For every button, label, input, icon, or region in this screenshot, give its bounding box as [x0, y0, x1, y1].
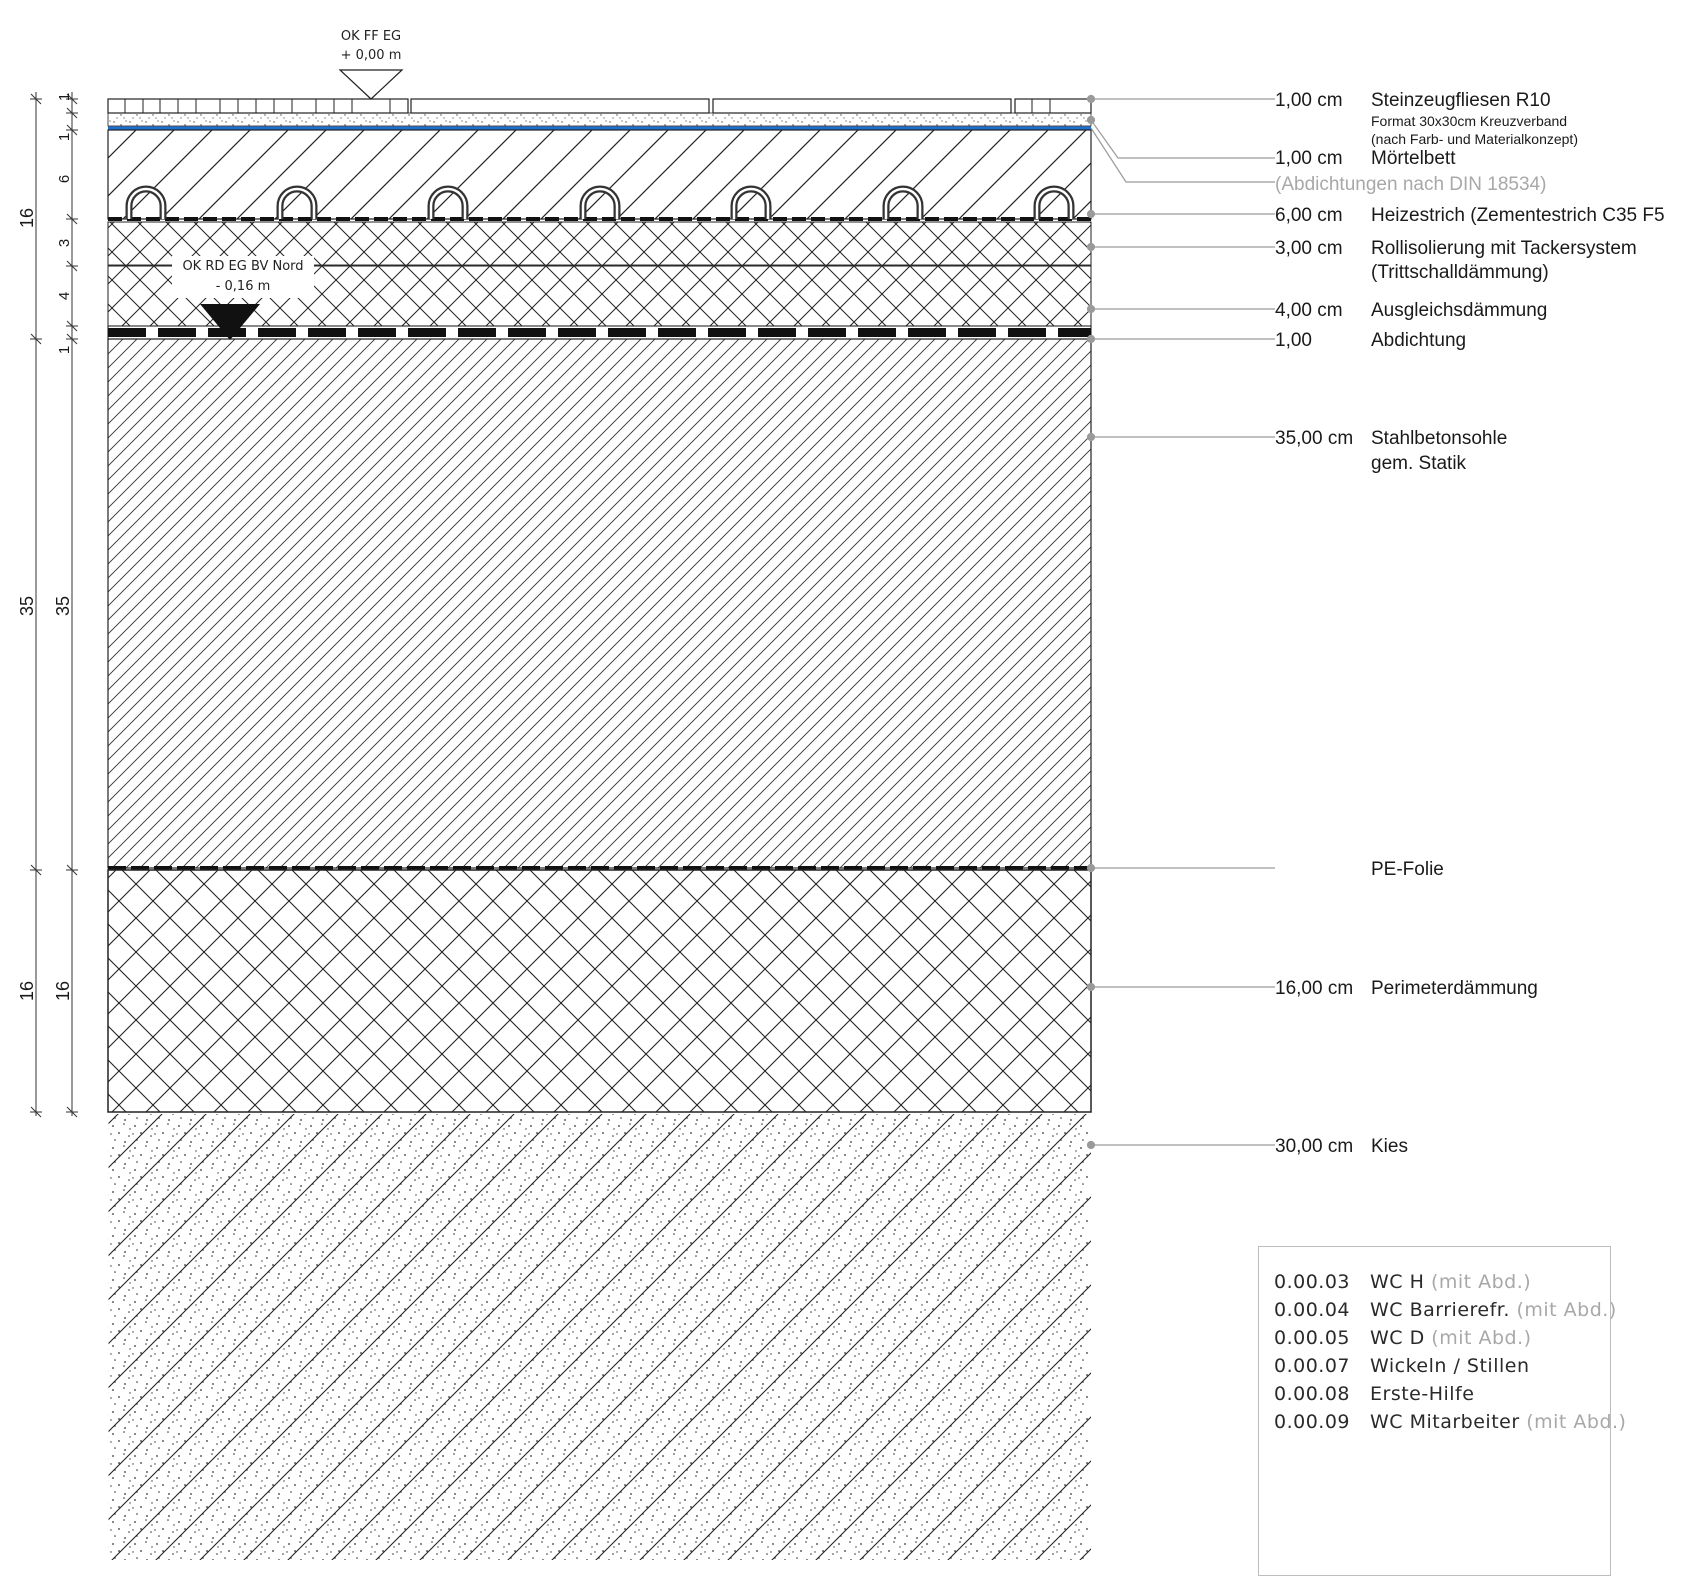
elevation-rough-label: OK RD EG BV Nord — [182, 259, 303, 274]
layer-thickness-mortar: 1,00 cm — [1275, 148, 1343, 169]
tile-layer — [107, 98, 1092, 114]
dim-inner-1: 1 — [56, 93, 73, 101]
dim-inner-3: 6 — [56, 175, 73, 183]
layer-name-slab: Stahlbetonsohle — [1371, 428, 1507, 449]
layer-note-impact-insulation: (Trittschalldämmung) — [1371, 262, 1549, 283]
layer-thickness-gravel: 30,00 cm — [1275, 1136, 1353, 1157]
layer-thickness-perimeter: 16,00 cm — [1275, 978, 1353, 999]
room-note: (mit Abd.) — [1526, 1411, 1627, 1433]
layer-name-perimeter: Perimeterdämmung — [1371, 978, 1538, 999]
room-row: 0.00.08 Erste-Hilfe — [1274, 1383, 1474, 1405]
layer-name-sealing: Abdichtung — [1371, 330, 1466, 351]
layer-thickness-impact-insulation: 3,00 cm — [1275, 238, 1343, 259]
layer-thickness-slab: 35,00 cm — [1275, 428, 1353, 449]
layer-name-tiles: Steinzeugfliesen R10 — [1371, 90, 1551, 111]
layer-name-mortar: Mörtelbett — [1371, 148, 1456, 169]
dim-outer-1: 16 — [17, 208, 37, 228]
mortar-bed-layer — [107, 112, 1092, 127]
layer-note-tiles-2: (nach Farb- und Materialkonzept) — [1371, 131, 1578, 147]
perimeter-insulation-layer — [107, 869, 1092, 1113]
gravel-layer — [108, 1114, 1091, 1560]
elevation-marker-rough: OK RD EG BV Nord - 0,16 m — [108, 256, 1091, 340]
room-row: 0.00.07 Wickeln / Stillen — [1274, 1355, 1530, 1377]
room-note: (mit Abd.) — [1431, 1327, 1532, 1349]
dim-inner-7: 35 — [53, 596, 73, 616]
layer-thickness-tiles: 1,00 cm — [1275, 90, 1343, 111]
room-name: Erste-Hilfe — [1370, 1383, 1475, 1405]
layer-note-slab: gem. Statik — [1371, 453, 1467, 474]
heating-pipe — [276, 185, 318, 219]
layer-name-gravel: Kies — [1371, 1136, 1408, 1157]
room-row: 0.00.04 WC Barrierefr. (mit Abd.) — [1274, 1299, 1617, 1321]
leader-lines — [1086, 94, 1275, 1150]
elevation-marker-top: OK FF EG + 0,00 m — [338, 29, 404, 100]
room-name: WC Barrierefr. — [1370, 1299, 1510, 1321]
room-number: 0.00.04 — [1274, 1299, 1351, 1321]
room-list: 0.00.03 WC H (mit Abd.) 0.00.04 WC Barrier… — [1258, 1246, 1626, 1576]
layer-thickness-screed: 6,00 cm — [1275, 205, 1343, 226]
concrete-slab-layer — [107, 338, 1092, 869]
elevation-top-value: + 0,00 m — [341, 48, 402, 63]
room-name: WC D — [1370, 1327, 1425, 1349]
room-note: (mit Abd.) — [1430, 1271, 1532, 1293]
layer-name-impact-insulation: Rollisolierung mit Tackersystem — [1371, 238, 1637, 259]
room-name: Wickeln / Stillen — [1370, 1355, 1530, 1377]
dimension-chain-inner — [66, 92, 78, 1118]
elevation-rough-value: - 0,16 m — [216, 279, 271, 294]
room-name: WC H — [1370, 1271, 1425, 1293]
heating-pipe — [427, 185, 469, 219]
layer-note-tiles-1: Format 30x30cm Kreuzverband — [1371, 113, 1567, 129]
room-number: 0.00.09 — [1274, 1411, 1351, 1433]
room-row: 0.00.05 WC D (mit Abd.) — [1274, 1327, 1532, 1349]
dim-outer-2: 35 — [17, 596, 37, 616]
elevation-top-label: OK FF EG — [341, 29, 401, 44]
heating-pipe — [125, 185, 167, 219]
room-note: (mit Abd.) — [1516, 1299, 1617, 1321]
dimension-chain-outer — [30, 92, 42, 1118]
room-number: 0.00.03 — [1274, 1271, 1351, 1293]
dim-inner-8: 16 — [53, 981, 73, 1001]
layer-note-waterproofing: (Abdichtungen nach DIN 18534) — [1275, 174, 1546, 195]
room-number: 0.00.07 — [1274, 1355, 1351, 1377]
layer-thickness-levelling: 4,00 cm — [1275, 300, 1343, 321]
layer-thickness-sealing: 1,00 — [1275, 330, 1312, 351]
room-number: 0.00.08 — [1274, 1383, 1351, 1405]
dim-outer-3: 16 — [17, 981, 37, 1001]
dim-inner-2: 1 — [56, 133, 73, 141]
heating-pipe — [1033, 185, 1075, 219]
room-number: 0.00.05 — [1274, 1327, 1351, 1349]
heating-pipes — [125, 185, 1075, 219]
heating-pipe — [730, 185, 772, 219]
layer-name-screed: Heizestrich (Zementestrich C35 F5 — [1371, 205, 1665, 226]
dim-inner-5: 4 — [56, 292, 73, 300]
room-row: 0.00.09 WC Mitarbeiter (mit Abd.) — [1274, 1411, 1626, 1433]
heating-pipe — [579, 185, 621, 219]
sealing-layer — [107, 325, 1092, 340]
room-name: WC Mitarbeiter — [1370, 1411, 1520, 1433]
layer-name-pe-foil: PE-Folie — [1371, 859, 1444, 880]
layer-name-levelling: Ausgleichsdämmung — [1371, 300, 1547, 321]
dim-inner-6: 1 — [56, 346, 73, 354]
layer-labels: 1,00 cm Steinzeugfliesen R10 Format 30x3… — [1275, 90, 1665, 1157]
dim-inner-4: 3 — [56, 239, 73, 247]
heating-pipe — [882, 185, 924, 219]
heating-screed-layer — [107, 129, 1092, 220]
room-row: 0.00.03 WC H (mit Abd.) — [1274, 1271, 1531, 1293]
